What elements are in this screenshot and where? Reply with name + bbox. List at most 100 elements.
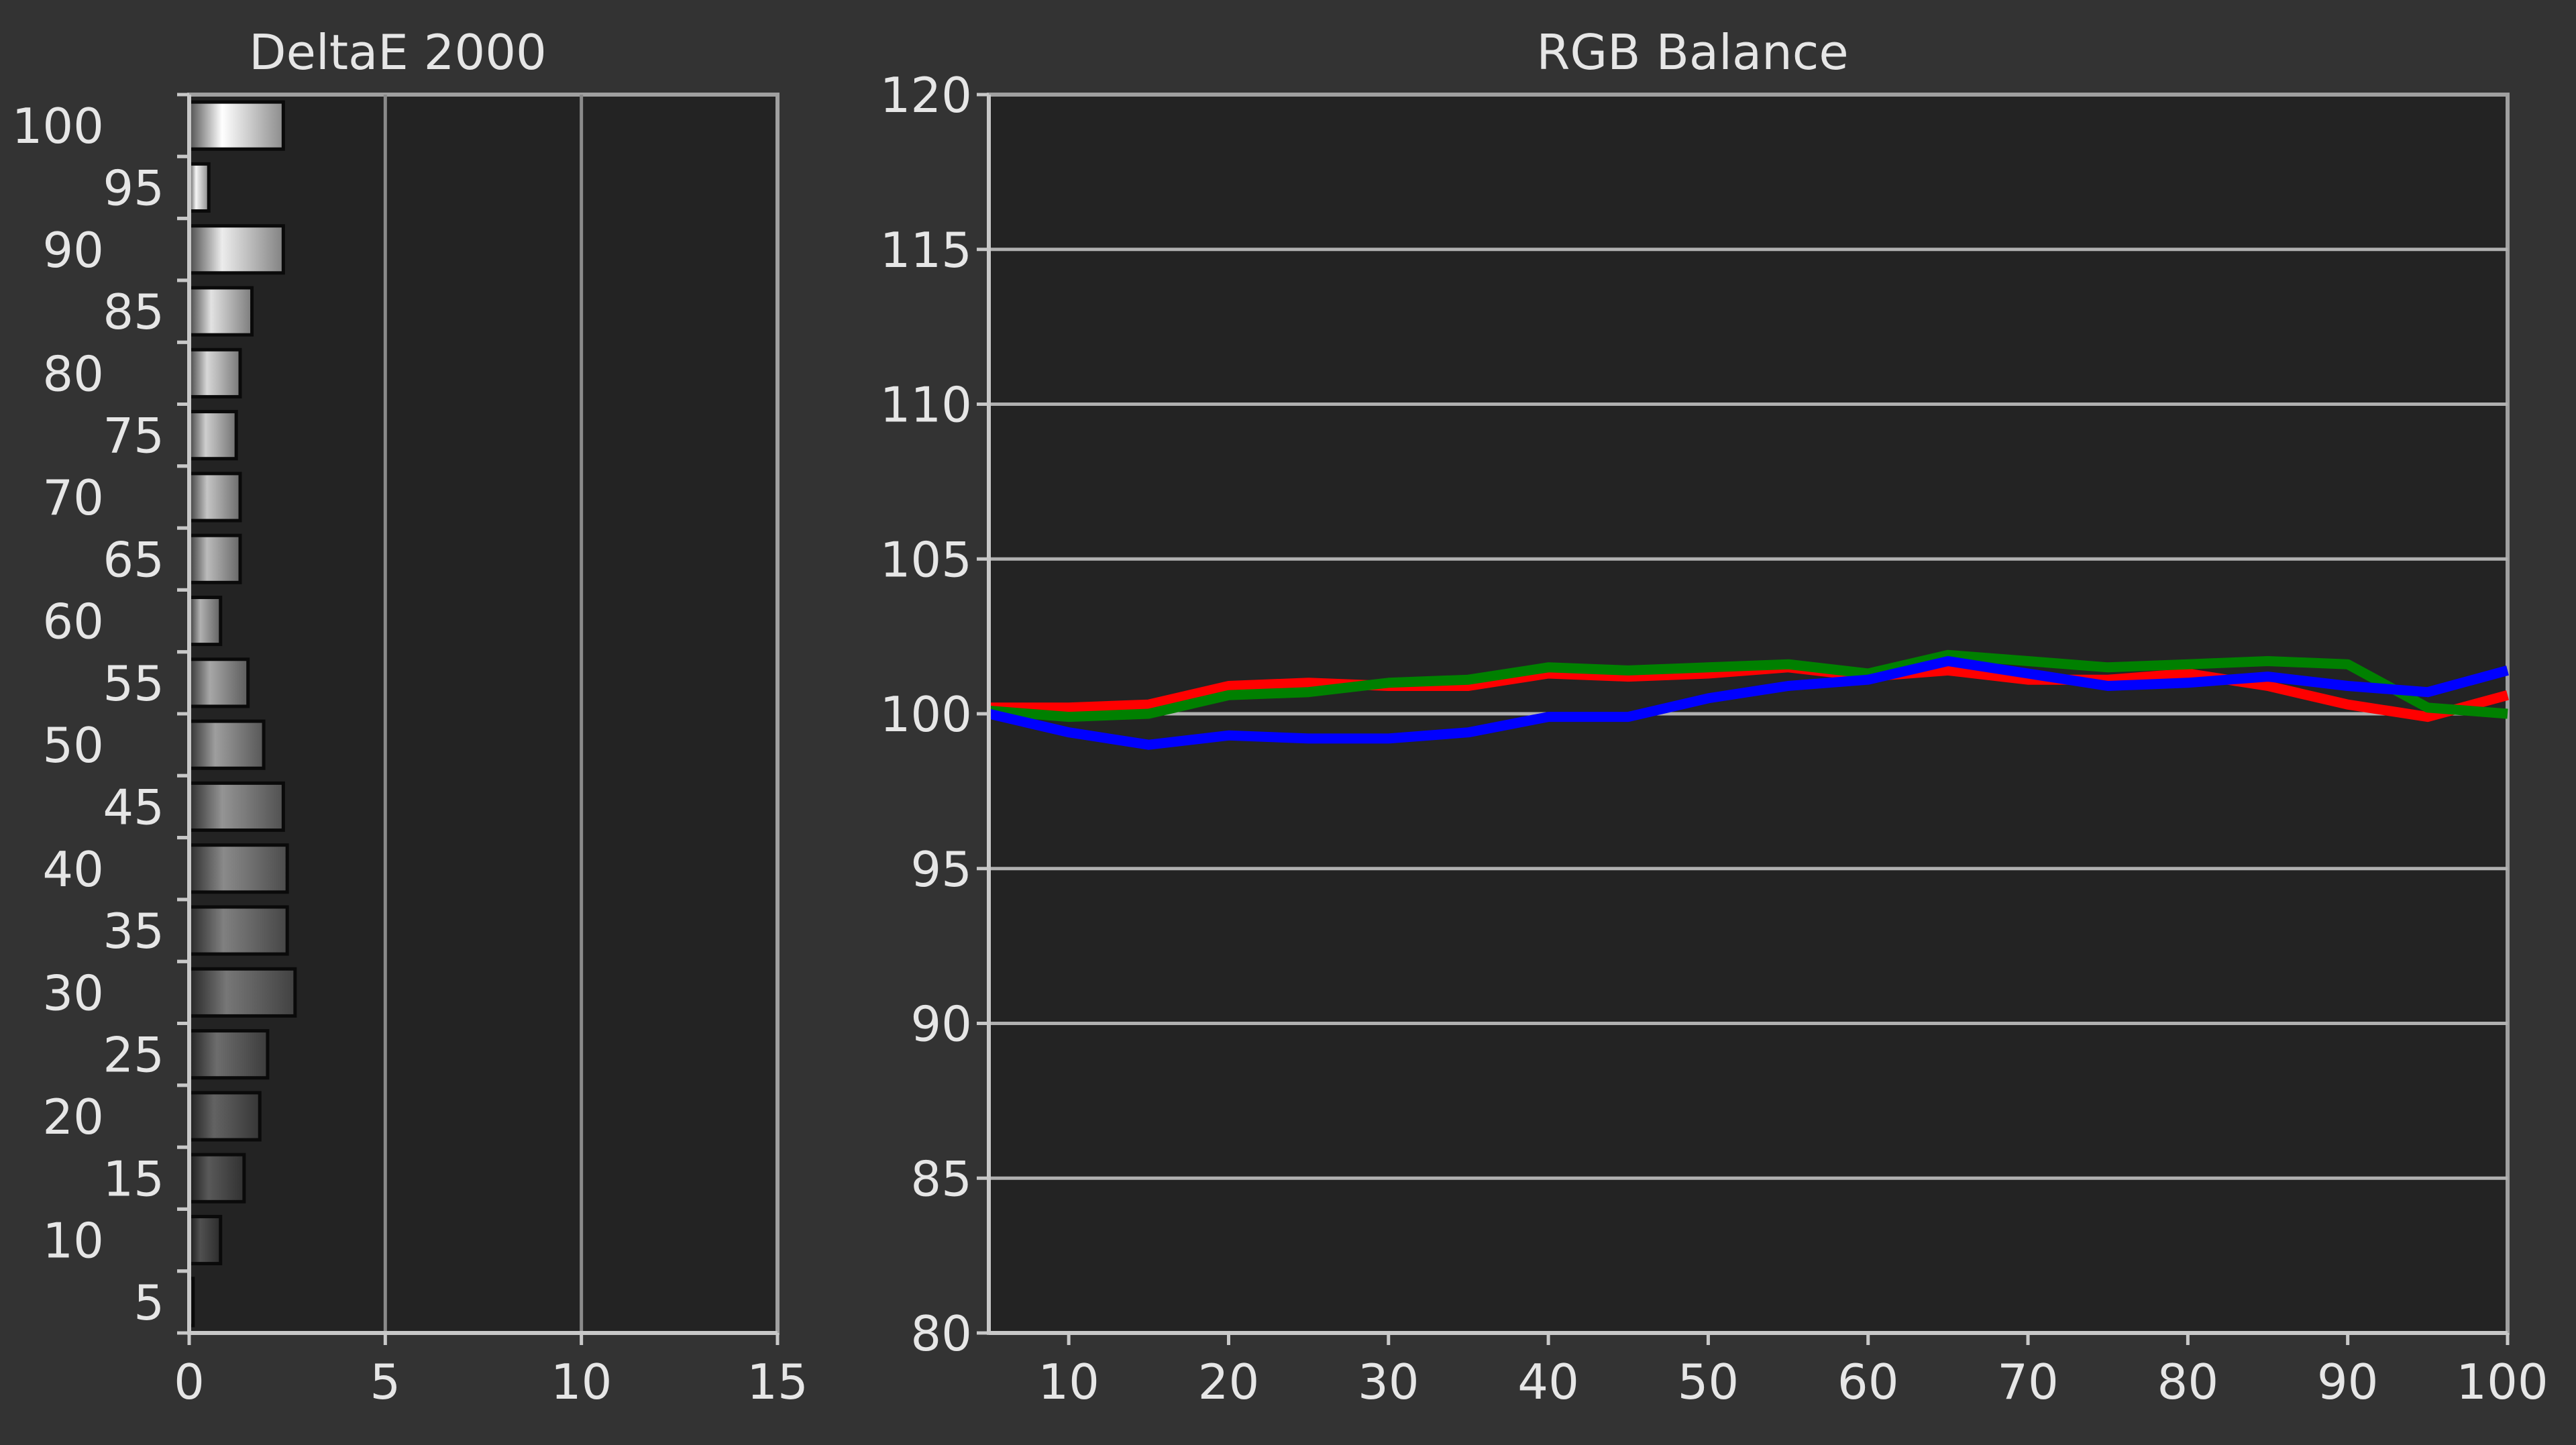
deltae-y-label: 90 — [42, 222, 104, 278]
deltae-bar-70 — [187, 472, 242, 523]
rgb-x-label: 50 — [1678, 1354, 1739, 1410]
deltae-bar-45 — [187, 781, 285, 833]
deltae-y-label: 45 — [103, 779, 164, 835]
deltae-bar-85 — [187, 286, 254, 337]
rgb-x-label: 90 — [2317, 1354, 2379, 1410]
rgb-green-line — [988, 649, 2508, 722]
deltae-y-tick-30: 30 — [42, 959, 189, 1025]
rgb-x-tick-70: 70 — [1997, 1333, 2059, 1410]
deltae-y-label: 70 — [42, 470, 104, 526]
deltae-y-tick-20: 20 — [42, 1083, 189, 1149]
rgb-y-label: 120 — [880, 67, 972, 123]
rgb-x-label: 10 — [1038, 1354, 1099, 1410]
deltae-bar-15 — [187, 1153, 246, 1203]
deltae-bar-75 — [187, 410, 238, 461]
deltae-y-tick-80: 80 — [42, 340, 189, 406]
deltae-y-label: 55 — [103, 655, 164, 712]
deltae-y-label: 10 — [42, 1213, 104, 1269]
deltae-y-tick-100: 100 — [12, 93, 189, 158]
deltae-bar-25 — [187, 1029, 270, 1080]
deltae-bar-55 — [187, 657, 250, 708]
rgb-x-tick-30: 30 — [1358, 1333, 1419, 1410]
deltae-x-tick-0: 0 — [174, 1333, 205, 1410]
deltae-chart: DeltaE 2000 1009590858075706560555045403… — [12, 24, 808, 1410]
rgb-x-tick-90: 90 — [2317, 1333, 2379, 1410]
deltae-y-tick-5: 5 — [133, 1269, 189, 1335]
deltae-y-tick-95: 95 — [103, 154, 189, 221]
deltae-y-label: 100 — [12, 98, 104, 154]
rgb-chart: RGB Balance 120 115 110 105 100 95 90 85 80 10 20… — [880, 24, 2548, 1410]
deltae-y-tick-25: 25 — [103, 1022, 189, 1087]
deltae-x-ticks: 0 5 10 15 — [174, 1333, 808, 1410]
rgb-y-label: 105 — [880, 531, 972, 588]
deltae-y-label: 75 — [103, 408, 164, 464]
deltae-y-tick-15: 15 — [103, 1145, 189, 1211]
rgb-lines — [987, 649, 2509, 750]
deltae-plot-area — [187, 93, 780, 1335]
deltae-bar-20 — [187, 1091, 262, 1142]
rgb-x-label: 60 — [1837, 1354, 1899, 1410]
rgb-x-tick-10: 10 — [1038, 1333, 1099, 1410]
rgb-gridlines — [989, 248, 2508, 1180]
rgb-x-label: 30 — [1358, 1354, 1419, 1410]
deltae-bar-65 — [187, 533, 242, 584]
rgb-y-label: 95 — [910, 841, 972, 898]
rgb-y-label: 80 — [910, 1305, 972, 1362]
rgb-blue-line — [987, 656, 2509, 750]
deltae-y-tick-10: 10 — [42, 1207, 189, 1273]
deltae-y-tick-65: 65 — [103, 526, 189, 592]
rgb-y-ticks: 120 115 110 105 100 95 90 85 80 — [880, 67, 989, 1362]
rgb-y-tick-105: 105 — [880, 531, 989, 588]
rgb-title: RGB Balance — [1536, 24, 1848, 81]
deltae-bar-100 — [187, 100, 285, 151]
deltae-y-label: 20 — [42, 1089, 104, 1145]
deltae-y-label: 35 — [103, 903, 164, 959]
deltae-y-label: 15 — [103, 1150, 164, 1207]
deltae-y-tick-35: 35 — [103, 898, 189, 963]
deltae-y-tick-55: 55 — [103, 650, 189, 716]
rgb-x-tick-60: 60 — [1837, 1333, 1899, 1410]
deltae-bar-35 — [187, 905, 289, 956]
deltae-gridlines — [383, 95, 584, 1333]
rgb-x-label: 40 — [1517, 1354, 1579, 1410]
deltae-y-label: 25 — [103, 1027, 164, 1083]
rgb-x-ticks: 10 20 30 40 50 60 70 80 90 100 — [1038, 1333, 2548, 1410]
deltae-y-tick-45: 45 — [103, 773, 189, 840]
rgb-y-tick-115: 115 — [880, 222, 989, 278]
deltae-bar-50 — [187, 719, 266, 770]
deltae-bar-40 — [187, 843, 289, 894]
deltae-bar-30 — [187, 967, 297, 1018]
deltae-x-tick-5: 5 — [370, 1333, 400, 1410]
deltae-x-tick-10: 10 — [551, 1333, 612, 1410]
deltae-y-label: 85 — [103, 284, 164, 340]
deltae-bar-80 — [187, 347, 242, 398]
deltae-y-label: 95 — [103, 160, 164, 216]
rgb-x-tick-20: 20 — [1198, 1333, 1259, 1410]
deltae-bar-95 — [187, 162, 211, 213]
deltae-y-tick-90: 90 — [42, 217, 189, 282]
rgb-x-tick-100: 100 — [2456, 1333, 2548, 1410]
rgb-y-tick-120: 120 — [880, 67, 989, 123]
deltae-bar-60 — [187, 595, 223, 647]
rgb-y-tick-110: 110 — [880, 377, 989, 433]
deltae-x-tick-15: 15 — [747, 1333, 808, 1410]
rgb-y-tick-90: 90 — [910, 996, 989, 1053]
deltae-y-tick-60: 60 — [42, 588, 189, 654]
rgb-y-label: 85 — [910, 1150, 972, 1207]
rgb-y-tick-85: 85 — [910, 1150, 989, 1207]
deltae-bar-90 — [187, 224, 285, 275]
deltae-x-label: 0 — [174, 1354, 205, 1410]
deltae-y-label: 50 — [42, 717, 104, 773]
rgb-x-label: 100 — [2456, 1354, 2548, 1410]
deltae-y-tick-70: 70 — [42, 464, 189, 530]
deltae-bar-10 — [187, 1214, 223, 1266]
deltae-y-tick-40: 40 — [42, 836, 189, 902]
rgb-x-label: 80 — [2157, 1354, 2219, 1410]
rgb-y-label: 100 — [880, 686, 972, 743]
deltae-y-label: 80 — [42, 345, 104, 402]
rgb-y-tick-80: 80 — [910, 1305, 989, 1362]
deltae-y-label: 30 — [42, 965, 104, 1021]
